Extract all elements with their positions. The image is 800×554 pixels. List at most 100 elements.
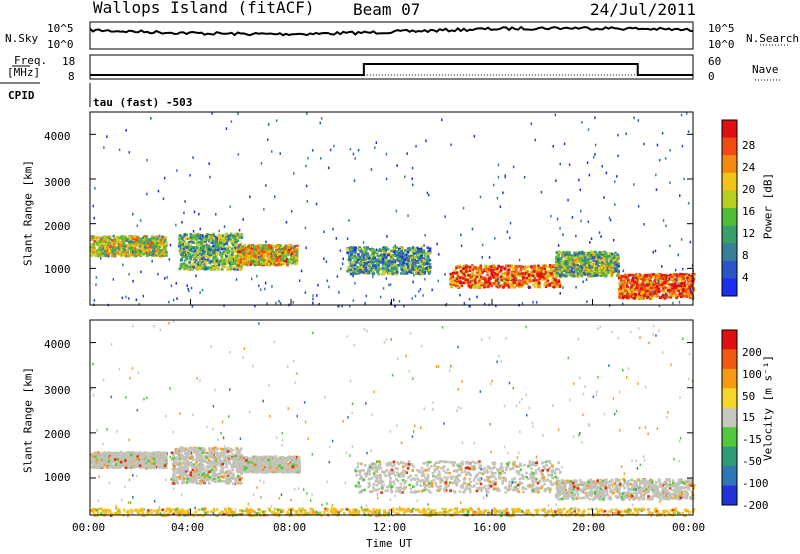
p1-cell <box>212 233 215 237</box>
p1-cell <box>470 280 474 283</box>
p1-cell <box>109 236 112 239</box>
p1-cell <box>349 248 353 252</box>
p1-cell <box>638 290 642 293</box>
p1-cell <box>101 254 105 258</box>
p1-cell <box>671 285 674 288</box>
p1-cell <box>688 285 691 289</box>
p1-cell <box>643 280 647 283</box>
p1-cell <box>518 279 521 282</box>
p1-cell <box>193 260 197 264</box>
p1-cell <box>426 261 429 265</box>
p1-cell <box>188 262 191 265</box>
p1-cell <box>522 267 526 271</box>
p1-cell <box>599 274 603 277</box>
p1-cell <box>585 271 588 274</box>
p1-cell <box>468 274 471 277</box>
p1-cell <box>656 285 659 289</box>
p1-cell <box>210 264 213 268</box>
p1-cell <box>278 252 281 256</box>
p1-cell <box>114 249 117 252</box>
p1-cell <box>385 260 389 264</box>
p1-cell <box>632 296 636 300</box>
p1-cell <box>268 250 272 253</box>
p1-cell <box>513 278 516 282</box>
p1-cell <box>127 240 131 244</box>
p1-cell <box>486 273 489 277</box>
p1-cell <box>247 260 251 263</box>
p1-cell <box>516 274 519 278</box>
p1-cell <box>364 269 368 273</box>
p1-noise <box>292 301 294 304</box>
p1-cell <box>247 244 250 248</box>
p1-cell <box>140 242 143 246</box>
p1-cell <box>190 249 193 253</box>
p1-cell <box>658 283 662 287</box>
p1-cell <box>674 289 678 292</box>
p1-cell <box>194 265 198 268</box>
p1-cell <box>90 249 93 252</box>
p1-cell <box>122 253 125 256</box>
p1-cell <box>617 270 620 273</box>
p1-cell <box>92 250 95 253</box>
p1-cell <box>562 264 565 268</box>
p1-cell <box>146 239 150 243</box>
p1-cell <box>616 254 620 258</box>
p1-cell <box>232 236 235 240</box>
p1-cell <box>666 289 670 292</box>
p1-cell <box>126 237 129 241</box>
freq-tick-bottom: 8 <box>68 70 75 83</box>
p1-cell <box>458 264 462 268</box>
p1-cell <box>253 255 257 258</box>
p1-cell <box>132 241 136 245</box>
p1-cell <box>479 266 482 269</box>
p1-cell <box>400 259 404 262</box>
p1-cell <box>626 296 629 299</box>
p1-cell <box>205 234 208 238</box>
p1-cell <box>546 281 550 285</box>
p1-cell <box>620 282 624 285</box>
p1-cell <box>518 285 521 289</box>
p1-cell <box>270 257 274 260</box>
p1-cell <box>196 253 199 257</box>
p1-cell <box>614 267 617 270</box>
p1-cell <box>543 276 547 279</box>
p1-cell <box>257 254 260 257</box>
p1-cell <box>260 255 263 258</box>
p1-cell <box>666 279 670 283</box>
p1-cell <box>372 266 375 269</box>
p1-cell <box>507 285 511 289</box>
p1-cell <box>616 253 620 256</box>
p1-cell <box>121 244 125 248</box>
p1-cell <box>150 235 154 238</box>
p1-cell <box>530 267 534 270</box>
p1-cell <box>398 257 402 261</box>
p1-cell <box>139 237 143 241</box>
p1-cell <box>595 274 598 277</box>
p1-cell <box>251 251 255 254</box>
p1-cell <box>359 249 362 253</box>
p1-cell <box>620 284 623 287</box>
p1-cell <box>270 249 273 252</box>
p1-cell <box>681 283 685 287</box>
p1-cell <box>400 272 403 275</box>
p1-cell <box>550 283 554 287</box>
p1-cell <box>271 252 275 256</box>
p1-cell <box>142 240 146 244</box>
p1-cell <box>296 244 299 248</box>
p1-cell <box>599 257 603 261</box>
p1-cell <box>539 268 542 271</box>
p1-cell <box>515 282 518 285</box>
p1-cell <box>383 271 386 274</box>
p1-cell <box>247 257 250 261</box>
p1-cell <box>273 263 276 266</box>
p1-cell <box>239 265 243 268</box>
p1-cell <box>131 253 135 256</box>
p1-cell <box>229 238 233 241</box>
p1-cell <box>631 275 635 278</box>
p1-cell <box>123 248 127 252</box>
p1-cell <box>570 255 574 259</box>
p1-cell <box>222 260 226 263</box>
p1-cell <box>284 250 288 253</box>
p1-cell <box>598 269 602 273</box>
p1-cell <box>487 268 490 272</box>
